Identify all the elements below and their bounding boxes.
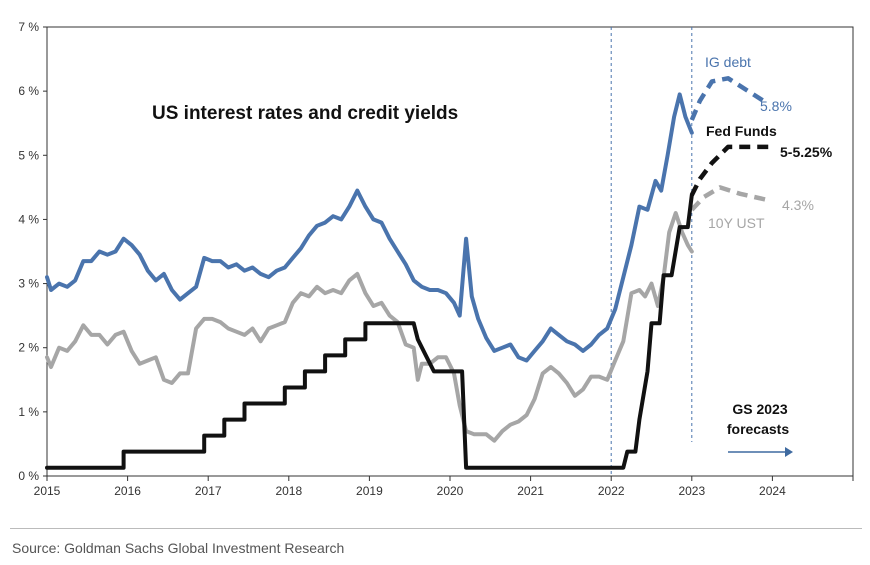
series-line-10y-ust bbox=[45, 211, 694, 443]
y-tick-label: 5 % bbox=[18, 148, 39, 162]
series-line-ig-debt bbox=[45, 92, 694, 363]
x-tick-label: 2019 bbox=[356, 484, 383, 498]
x-tick-label: 2020 bbox=[437, 484, 464, 498]
series-end-value-ig-debt: 5.8% bbox=[760, 98, 792, 114]
y-tick-label: 0 % bbox=[18, 469, 39, 483]
chart-title: US interest rates and credit yields bbox=[152, 103, 458, 124]
series-name-fed-funds: Fed Funds bbox=[706, 123, 777, 139]
x-tick-label: 2024 bbox=[759, 484, 786, 498]
forecast-line-fed-funds bbox=[689, 144, 769, 197]
series-name-10y-ust: 10Y UST bbox=[708, 215, 765, 231]
y-tick-label: 3 % bbox=[18, 277, 39, 291]
series-line-fed-funds bbox=[45, 193, 694, 470]
x-tick-label: 2016 bbox=[114, 484, 141, 498]
x-tick-label: 2021 bbox=[517, 484, 544, 498]
series-name-ig-debt: IG debt bbox=[705, 54, 751, 70]
x-tick-label: 2017 bbox=[195, 484, 222, 498]
source-note: Source: Goldman Sachs Global Investment … bbox=[12, 540, 345, 556]
annotation-line1: GS 2023 bbox=[732, 401, 787, 417]
forecast-arrow-head bbox=[785, 447, 793, 457]
forecast-dividers bbox=[610, 27, 693, 476]
x-axis: 2015 2016 2017 2018 2019 2020 2021 2022 2023 2024 bbox=[34, 476, 854, 498]
line-chart: 0 %1 %2 %3 %4 %5 %6 %7 % 2015 2016 2017 201… bbox=[18, 20, 854, 498]
y-tick-label: 4 % bbox=[18, 212, 39, 226]
x-tick-label: 2018 bbox=[275, 484, 302, 498]
y-tick-label: 6 % bbox=[18, 84, 39, 98]
annotation-line2: forecasts bbox=[727, 421, 789, 437]
y-tick-label: 1 % bbox=[18, 405, 39, 419]
x-tick-label: 2022 bbox=[598, 484, 625, 498]
footer-divider bbox=[10, 528, 862, 529]
forecast-line-10y-ust bbox=[690, 185, 769, 212]
series-end-value-fed-funds: 5-5.25% bbox=[780, 144, 833, 160]
y-tick-label: 2 % bbox=[18, 341, 39, 355]
y-axis: 0 % 1 % 2 % 3 % 4 % 5 % 6 % 7 % bbox=[18, 20, 47, 483]
series-lines bbox=[45, 76, 770, 470]
forecast-line-ig-debt bbox=[689, 76, 770, 121]
y-tick-label: 7 % bbox=[18, 20, 39, 34]
series-end-value-10y-ust: 4.3% bbox=[782, 197, 814, 213]
x-tick-label: 2023 bbox=[678, 484, 705, 498]
forecast-annotation: GS 2023 forecasts bbox=[727, 401, 793, 457]
x-tick-label: 2015 bbox=[34, 484, 61, 498]
